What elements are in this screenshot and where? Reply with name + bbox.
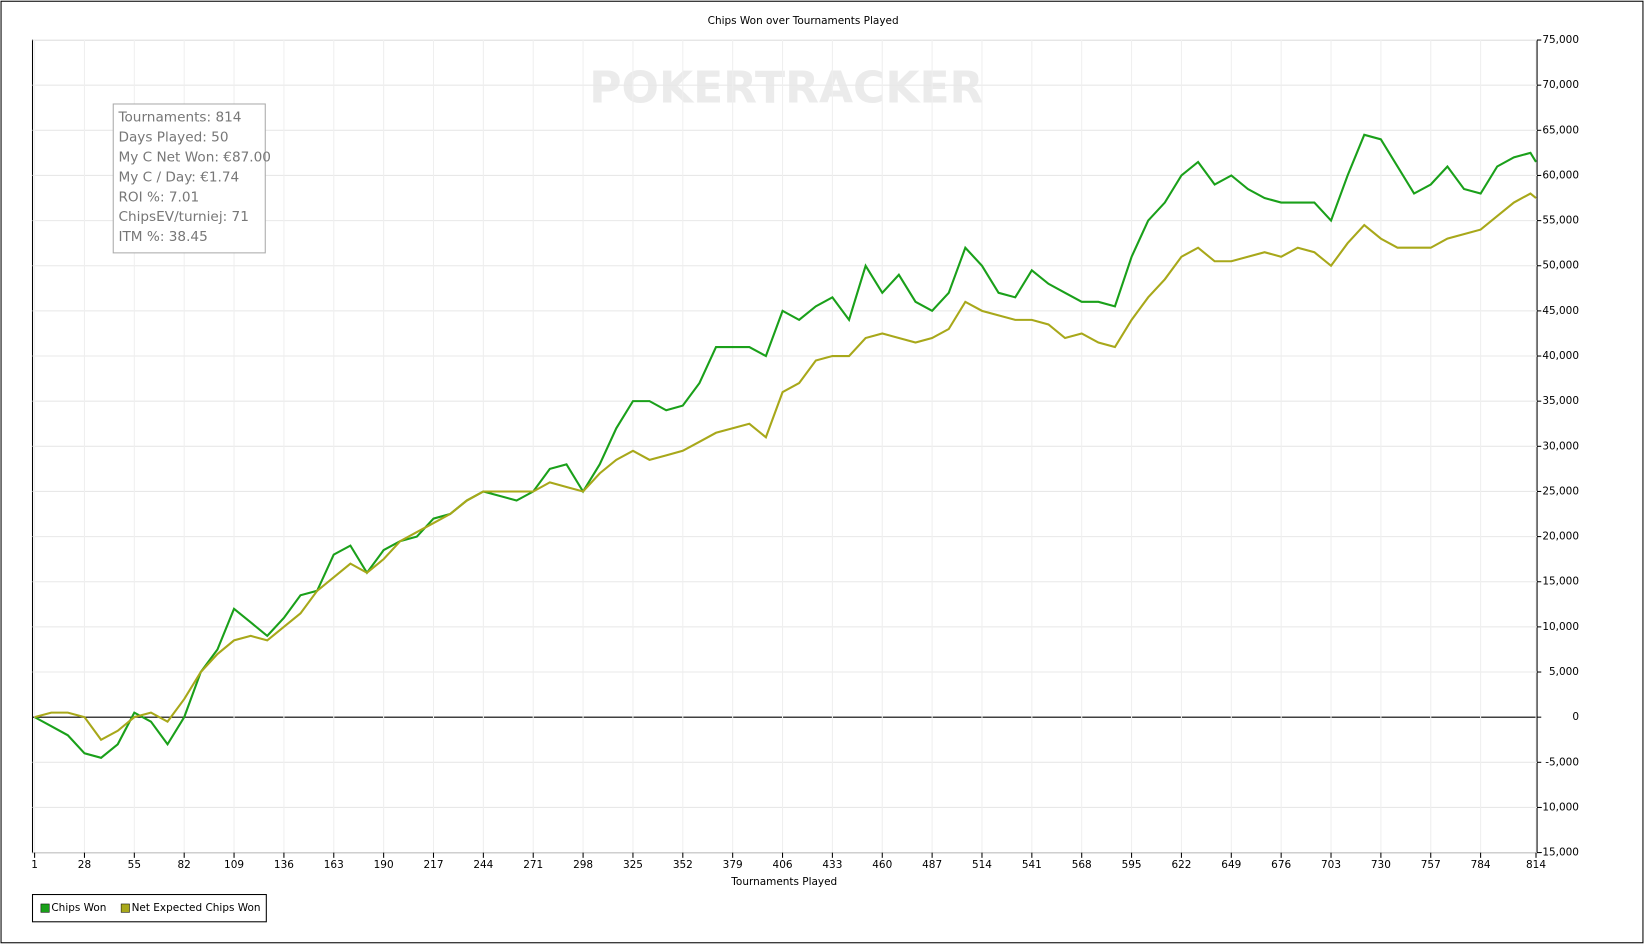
y-tick-label: 5,000	[1549, 666, 1579, 678]
x-tick-label: 136	[274, 859, 294, 871]
x-tick-label: 298	[573, 859, 593, 871]
stats-line: Days Played: 50	[118, 130, 228, 146]
x-tick-label: 379	[723, 859, 743, 871]
x-tick-label: 595	[1122, 859, 1142, 871]
y-tick-label: 30,000	[1542, 440, 1579, 452]
stats-line: ITM %: 38.45	[118, 229, 207, 245]
x-tick-label: 814	[1526, 859, 1546, 871]
x-tick-label: 757	[1421, 859, 1441, 871]
stats-line: My C / Day: €1.74	[118, 169, 239, 185]
x-tick-label: 568	[1072, 859, 1092, 871]
x-tick-label: 676	[1271, 859, 1291, 871]
y-tick-label: 15,000	[1542, 576, 1579, 588]
y-tick-label: 25,000	[1542, 485, 1579, 497]
x-tick-label: 82	[178, 859, 191, 871]
x-tick-label: 163	[324, 859, 344, 871]
x-tick-label: 703	[1321, 859, 1341, 871]
legend	[31, 894, 267, 923]
y-tick-label: 50,000	[1542, 260, 1579, 272]
y-tick-label: 40,000	[1542, 350, 1579, 362]
stats-line: My C Net Won: €87.00	[118, 149, 270, 165]
series-line	[34, 192, 1537, 742]
x-tick-label: 1	[31, 859, 38, 871]
x-tick-label: 325	[623, 859, 643, 871]
legend-label: Net Expected Chips Won	[132, 902, 261, 914]
stats-line: Tournaments: 814	[117, 110, 241, 126]
x-tick-label: 487	[922, 859, 942, 871]
x-tick-label: 28	[78, 859, 91, 871]
x-tick-label: 55	[128, 859, 141, 871]
x-tick-label: 460	[872, 859, 892, 871]
stats-box	[112, 103, 266, 254]
chart-title: Chips Won over Tournaments Played	[708, 15, 899, 27]
watermark: POKERTRACKER	[589, 62, 983, 113]
x-tick-label: 784	[1471, 859, 1491, 871]
stats-line: ROI %: 7.01	[118, 189, 199, 205]
y-tick-label: 0	[1572, 711, 1579, 723]
x-tick-label: 622	[1171, 859, 1191, 871]
y-tick-label: -15,000	[1539, 847, 1579, 859]
y-tick-label: 35,000	[1542, 395, 1579, 407]
x-tick-label: 271	[523, 859, 543, 871]
x-tick-label: 190	[374, 859, 394, 871]
y-tick-label: 55,000	[1542, 215, 1579, 227]
x-tick-label: 352	[673, 859, 693, 871]
y-tick-label: 70,000	[1542, 79, 1579, 91]
legend-swatch	[120, 903, 130, 913]
series-line	[34, 133, 1537, 759]
x-tick-label: 433	[822, 859, 842, 871]
y-tick-label: 45,000	[1542, 305, 1579, 317]
stats-line: ChipsEV/turniej: 71	[118, 209, 248, 225]
y-tick-label: -10,000	[1539, 801, 1579, 813]
y-tick-label: 60,000	[1542, 169, 1579, 181]
x-tick-label: 244	[473, 859, 493, 871]
legend-swatch	[40, 903, 50, 913]
y-tick-label: 75,000	[1542, 34, 1579, 46]
x-tick-label: 730	[1371, 859, 1391, 871]
x-tick-label: 649	[1221, 859, 1241, 871]
x-tick-label: 406	[773, 859, 793, 871]
x-tick-label: 109	[224, 859, 244, 871]
y-tick-label: 10,000	[1542, 621, 1579, 633]
y-tick-label: 65,000	[1542, 124, 1579, 136]
x-tick-label: 217	[424, 859, 444, 871]
legend-label: Chips Won	[51, 902, 106, 914]
y-tick-label: -5,000	[1545, 756, 1579, 768]
y-tick-label: 20,000	[1542, 531, 1579, 543]
x-axis-title: Tournaments Played	[730, 876, 837, 888]
x-tick-label: 541	[1022, 859, 1042, 871]
x-tick-label: 514	[972, 859, 992, 871]
